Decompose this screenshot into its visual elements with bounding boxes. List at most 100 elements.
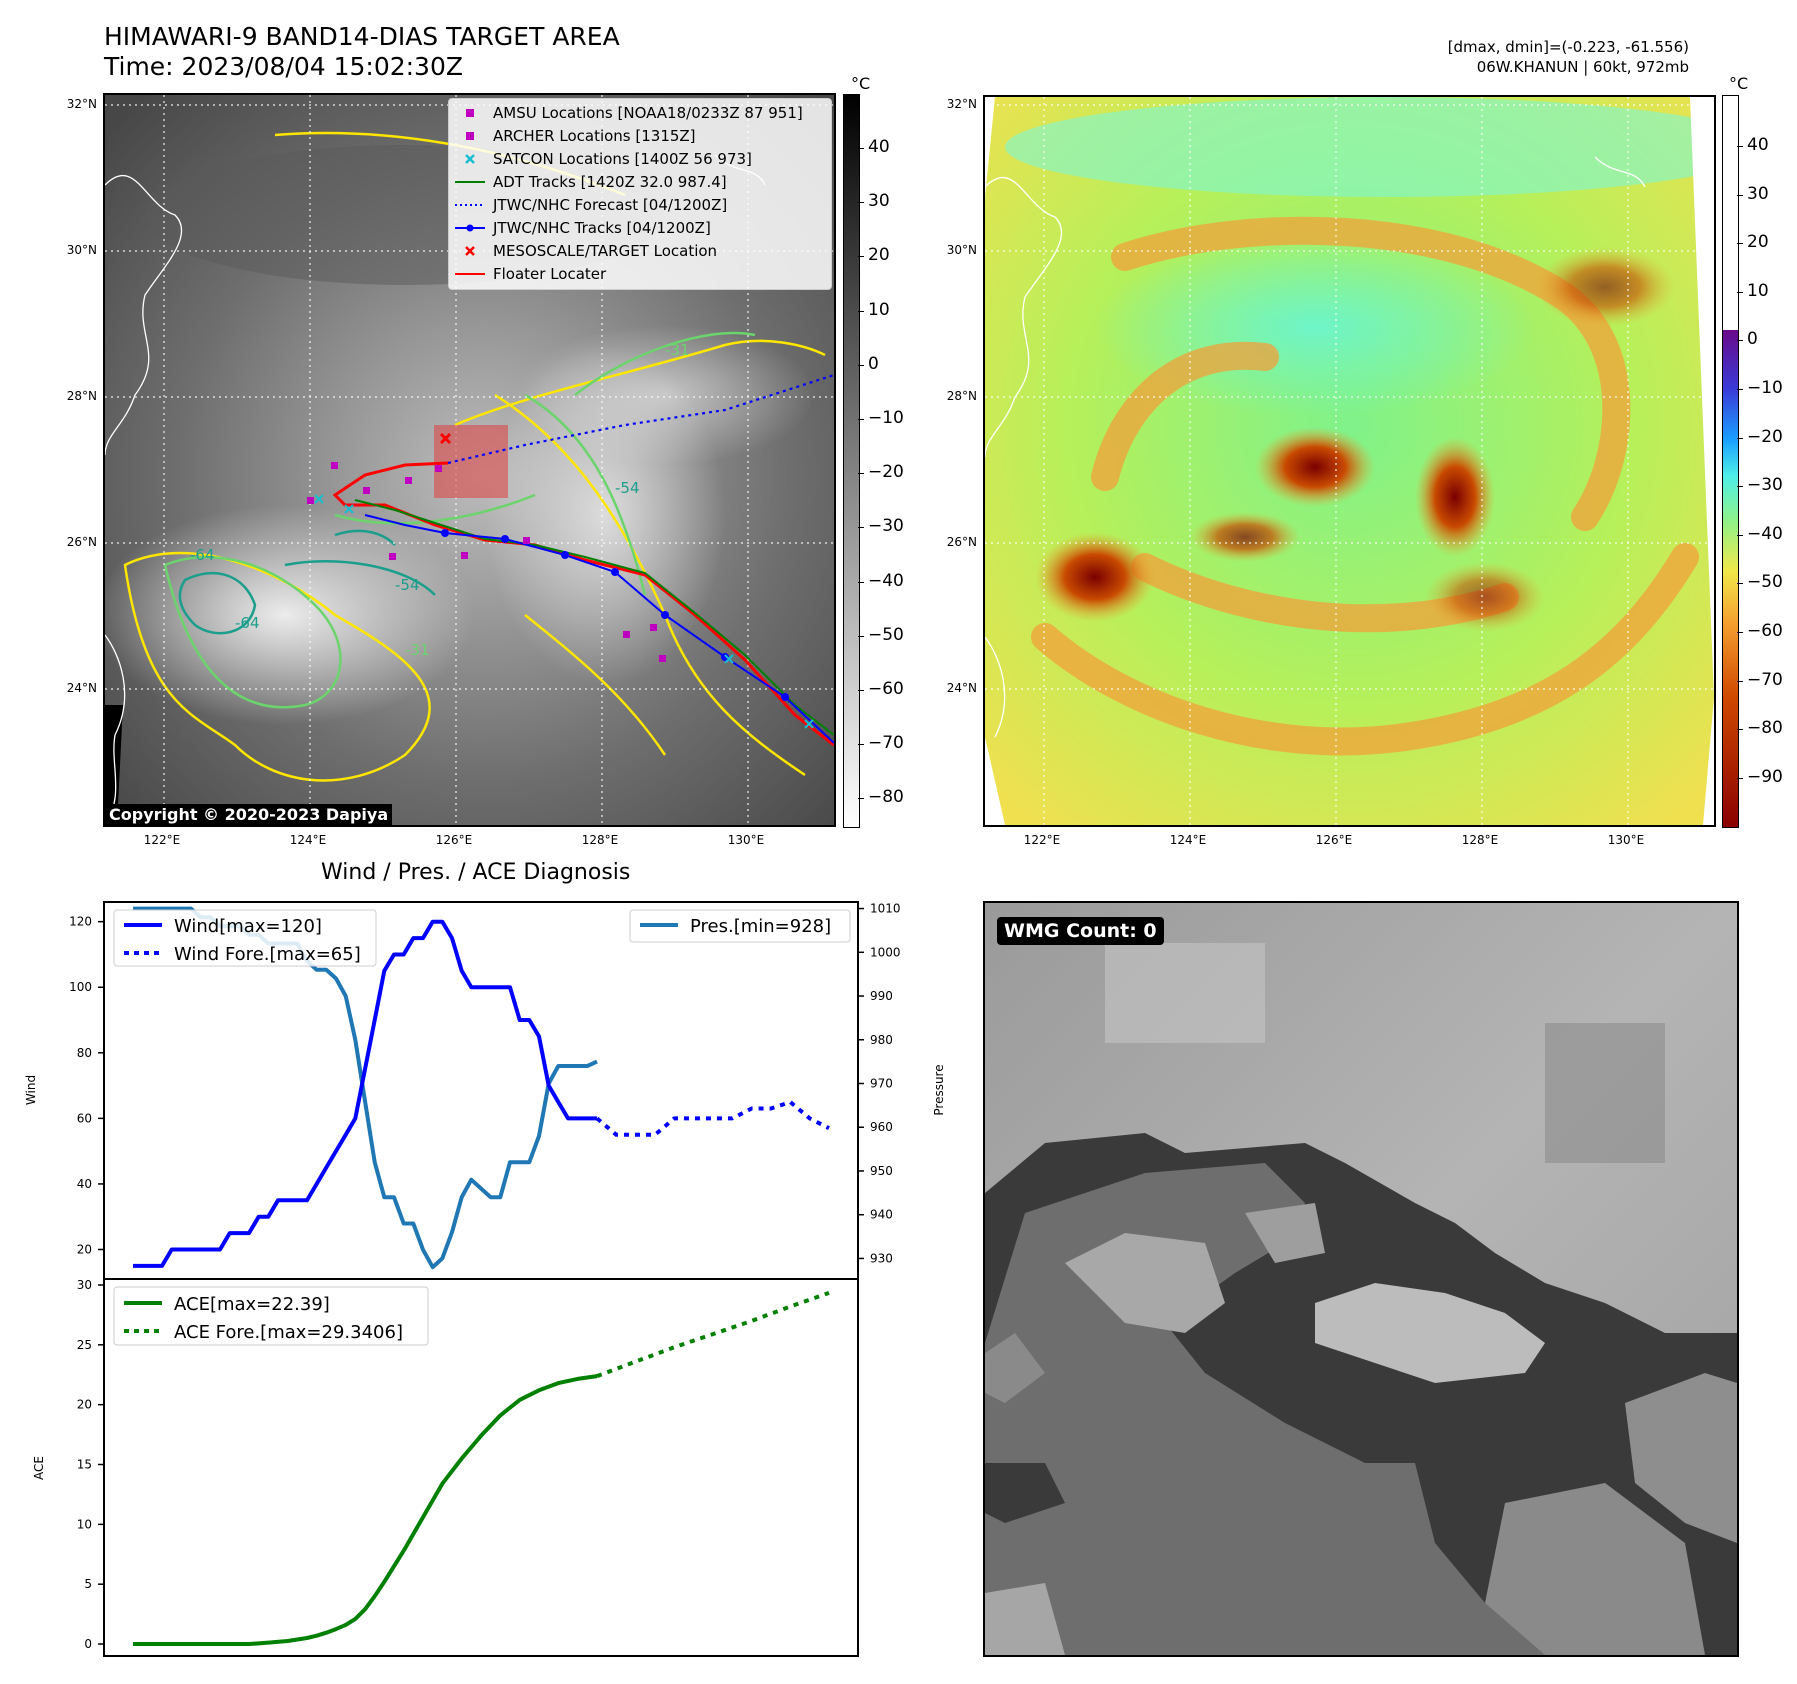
mesoscale-target-box xyxy=(434,425,508,498)
lon-tick-label: 128°E xyxy=(581,833,619,847)
ir-colorbar xyxy=(843,94,860,828)
ace-tick-label: 15 xyxy=(77,1458,92,1472)
colorbar-tick-mark xyxy=(1737,291,1743,293)
colorbar-tick-label: −90 xyxy=(1747,766,1783,787)
colorbar-tick-mark xyxy=(858,364,864,366)
legend-marker-icon xyxy=(455,104,485,122)
colorbar-tick-mark xyxy=(858,690,864,691)
colorbar-tick-label: −20 xyxy=(1747,426,1783,447)
ace-tick-label: 10 xyxy=(77,1517,92,1531)
colorbar-tick-mark xyxy=(858,527,864,529)
ace-axes-frame xyxy=(103,1278,859,1657)
wind-tick-label: 20 xyxy=(77,1242,92,1256)
jtwc-track xyxy=(364,514,834,744)
legend-label-ace-forecast: ACE Fore.[max=29.3406] xyxy=(174,1322,403,1343)
pressure-tick-label: 1000 xyxy=(870,945,901,959)
pressure-tick-label: 940 xyxy=(870,1208,893,1222)
colorbar-tick-mark xyxy=(1737,534,1743,536)
wind-series-line xyxy=(133,919,597,1268)
lon-tick-label: 122°E xyxy=(143,833,181,847)
colorbar-tick-label: 10 xyxy=(1747,280,1769,301)
legend-marker-icon xyxy=(455,242,485,260)
colorbar-tick-label: −80 xyxy=(868,787,904,808)
lon-tick-label: 126°E xyxy=(1315,833,1353,847)
wind-forecast-series-line xyxy=(595,1100,830,1137)
dias-colorbar-unit: °C xyxy=(1729,74,1749,93)
colorbar-tick-label: −60 xyxy=(1747,621,1783,641)
contour-label: -64 xyxy=(190,546,215,564)
contour-label: -54 xyxy=(395,576,420,594)
colorbar-tick-mark xyxy=(1737,680,1743,682)
colorbar-tick-mark xyxy=(1737,583,1743,585)
wind-legend: Wind[max=120] Wind Fore.[max=65] xyxy=(113,909,377,967)
wind-pres-ace-chart: Wind Pressure ACE 1201008060402010101000… xyxy=(24,901,946,1657)
legend-label-wind: Wind[max=120] xyxy=(174,916,322,937)
ir-legend-item: JTWC/NHC Tracks [04/1200Z] xyxy=(449,217,829,239)
ir-colorbar-unit: °C xyxy=(851,74,871,93)
amsu-archer-points xyxy=(307,462,666,662)
colorbar-tick-label: −10 xyxy=(1747,378,1783,398)
dias-range-text: [dmax, dmin]=(-0.223, -61.556) xyxy=(1447,38,1689,56)
colorbar-tick-label: −30 xyxy=(1747,475,1783,496)
ace-series-line xyxy=(133,1374,598,1646)
colorbar-tick-label: −80 xyxy=(1747,718,1783,739)
colorbar-tick-mark xyxy=(858,744,864,746)
wind-tick-label: 100 xyxy=(69,980,92,994)
colorbar-tick-mark xyxy=(858,148,864,149)
legend-label: MESOSCALE/TARGET Location xyxy=(493,242,718,260)
legend-label-ace: ACE[max=22.39] xyxy=(174,1294,330,1315)
colorbar-tick-mark xyxy=(858,202,864,204)
dias-colorbar xyxy=(1722,95,1739,828)
colorbar-tick-mark xyxy=(858,256,864,258)
ir-legend-item: AMSU Locations [NOAA18/0233Z 87 951] xyxy=(449,102,829,124)
colorbar-tick-mark xyxy=(1737,632,1743,633)
lat-tick-label: 28°N xyxy=(66,389,97,403)
wind-tick-label: 80 xyxy=(77,1046,92,1060)
pressure-tick-label: 1010 xyxy=(870,902,901,916)
colorbar-tick-mark xyxy=(858,473,864,475)
storm-info-text: 06W.KHANUN | 60kt, 972mb xyxy=(1476,58,1689,76)
legend-marker-icon xyxy=(455,196,485,214)
ace-tick-label: 5 xyxy=(84,1577,92,1591)
legend-label: AMSU Locations [NOAA18/0233Z 87 951] xyxy=(493,104,803,122)
ir-legend-item: JTWC/NHC Forecast [04/1200Z] xyxy=(449,194,829,216)
ir-image-panel: -64 -64 -54 -54 -31 -31 AMSU Locations [… xyxy=(103,93,836,827)
colorbar-tick-label: −50 xyxy=(1747,572,1783,593)
lat-tick-label: 26°N xyxy=(66,535,97,549)
colorbar-tick-label: 0 xyxy=(868,353,879,374)
figure-title: HIMAWARI-9 BAND14-DIAS TARGET AREA xyxy=(104,22,620,51)
colorbar-tick-label: −70 xyxy=(868,733,904,754)
legend-marker-icon xyxy=(455,150,485,168)
adt-track xyxy=(354,499,834,736)
copyright-text: Copyright © 2020-2023 Dapiya xyxy=(105,804,393,825)
legend-marker-icon xyxy=(455,127,485,145)
colorbar-tick-mark xyxy=(1737,729,1743,731)
lat-tick-label: 32°N xyxy=(66,97,97,111)
colorbar-tick-mark xyxy=(1737,194,1743,196)
legend-marker-icon xyxy=(455,219,485,237)
legend-marker-icon xyxy=(455,265,485,283)
colorbar-tick-label: 30 xyxy=(868,191,890,212)
contour-label: -31 xyxy=(405,641,430,659)
lat-tick-label: 30°N xyxy=(946,243,977,257)
ace-tick-label: 20 xyxy=(77,1398,92,1412)
colorbar-tick-label: −50 xyxy=(868,624,904,645)
pressure-legend: Pres.[min=928] xyxy=(629,909,851,943)
colorbar-tick-label: −30 xyxy=(868,516,904,537)
ir-legend-item: MESOSCALE/TARGET Location xyxy=(449,240,829,262)
wmg-image-panel: WMG Count: 0 xyxy=(983,901,1739,1657)
contour-label: -64 xyxy=(235,614,260,632)
colorbar-tick-label: −60 xyxy=(868,679,904,699)
pressure-tick-label: 990 xyxy=(870,989,893,1003)
lat-tick-label: 28°N xyxy=(946,389,977,403)
dias-image xyxy=(985,97,1714,825)
colorbar-tick-mark xyxy=(1737,486,1743,488)
colorbar-tick-label: 40 xyxy=(868,137,890,157)
colorbar-tick-label: 20 xyxy=(868,245,890,266)
mesoscale-target-marker xyxy=(439,432,452,445)
colorbar-tick-label: 30 xyxy=(1747,183,1769,204)
lon-tick-label: 130°E xyxy=(727,833,765,847)
colorbar-tick-mark xyxy=(858,419,864,420)
legend-label: JTWC/NHC Forecast [04/1200Z] xyxy=(493,196,728,214)
lon-tick-label: 130°E xyxy=(1607,833,1645,847)
